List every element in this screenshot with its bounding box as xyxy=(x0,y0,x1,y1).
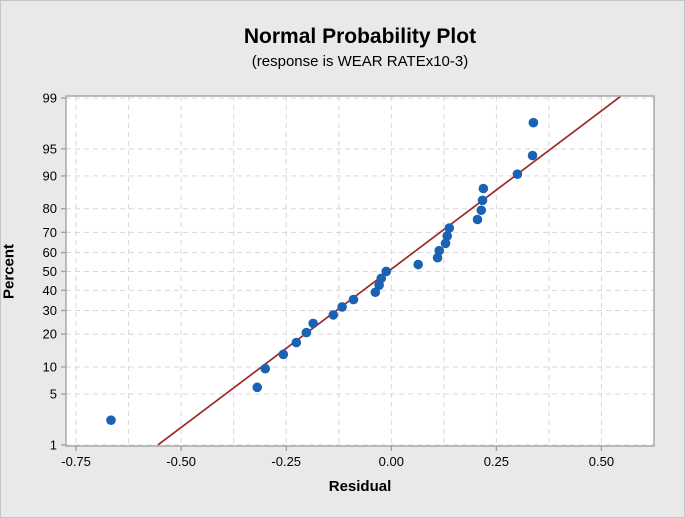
y-tick-label: 70 xyxy=(43,225,57,240)
data-point xyxy=(478,183,489,194)
y-tick-label: 10 xyxy=(43,359,57,374)
data-point xyxy=(381,266,392,277)
chart-title: Normal Probability Plot xyxy=(243,25,477,48)
data-point xyxy=(472,214,483,225)
y-tick-label: 5 xyxy=(50,387,57,402)
y-tick-label: 50 xyxy=(43,264,57,279)
data-point xyxy=(106,415,116,425)
data-point xyxy=(413,259,424,270)
data-point xyxy=(278,349,289,360)
data-point xyxy=(301,327,312,338)
x-tick-label: 0.00 xyxy=(379,454,404,469)
y-tick-label: 30 xyxy=(43,303,57,318)
chart-subtitle: (response is WEAR RATEx10-3) xyxy=(251,53,469,70)
data-point xyxy=(512,169,523,179)
x-tick-label: 0.50 xyxy=(589,454,614,469)
y-tick-label: 20 xyxy=(43,327,57,342)
data-point xyxy=(376,273,387,284)
data-point xyxy=(337,302,347,312)
data-point xyxy=(370,287,381,298)
data-point xyxy=(252,382,263,393)
data-point xyxy=(328,310,339,320)
x-tick-label: 0.25 xyxy=(484,454,509,469)
y-tick-label: 60 xyxy=(43,245,57,260)
data-point xyxy=(527,150,538,161)
data-point xyxy=(434,245,445,256)
data-point xyxy=(291,337,302,348)
y-tick-label: 99 xyxy=(43,91,57,106)
data-point xyxy=(442,231,453,241)
y-tick-label: 1 xyxy=(50,437,57,452)
y-tick-label: 95 xyxy=(43,141,57,156)
y-tick-label: 90 xyxy=(43,168,57,183)
data-point xyxy=(308,318,318,329)
x-tick-label: -0.25 xyxy=(271,454,301,469)
y-tick-label: 80 xyxy=(43,201,57,216)
data-point xyxy=(528,117,539,128)
data-point xyxy=(476,205,487,216)
data-point xyxy=(477,195,488,206)
x-tick-label: -0.50 xyxy=(166,454,196,469)
data-point xyxy=(444,223,455,233)
data-point xyxy=(440,238,451,249)
data-point xyxy=(260,363,271,374)
data-point xyxy=(348,294,359,305)
x-axis-label: Residual xyxy=(328,478,392,495)
x-tick-label: -0.75 xyxy=(61,454,91,469)
y-tick-label: 40 xyxy=(43,283,57,298)
